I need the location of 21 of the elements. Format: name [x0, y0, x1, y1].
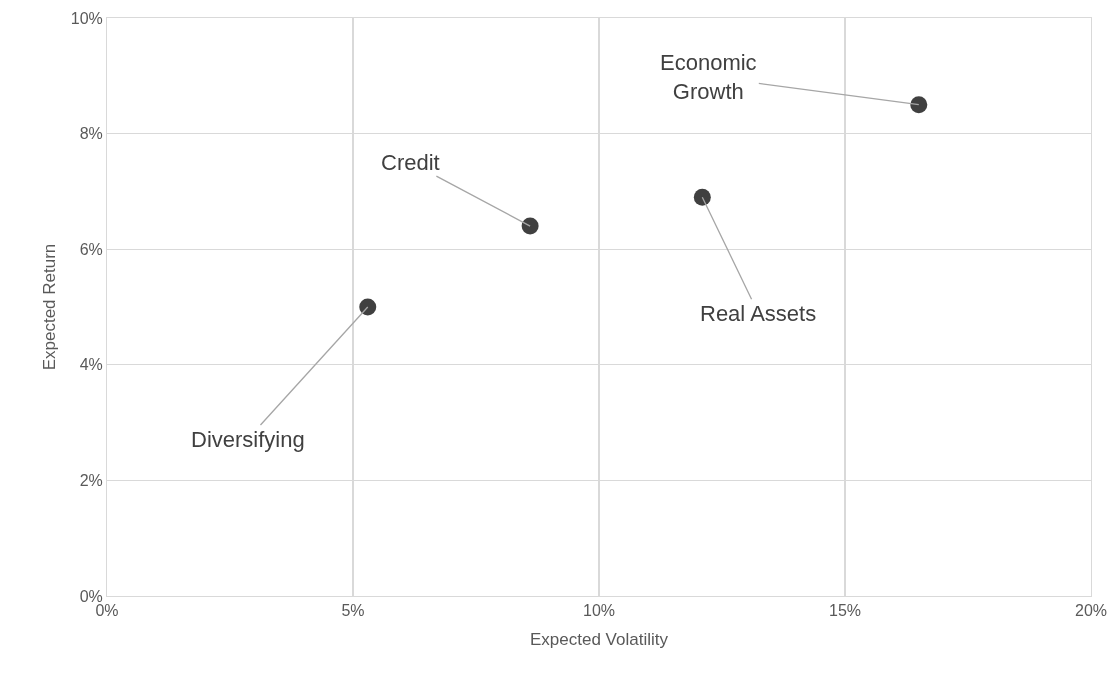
point: [910, 96, 928, 114]
annotation: Credit: [381, 150, 440, 175]
x-tick-label: 5%: [341, 602, 365, 620]
x-tick-label: 20%: [1074, 602, 1108, 620]
point: [693, 188, 711, 206]
annotation: Economic Growth: [660, 50, 757, 104]
x-tick-label: 15%: [828, 602, 862, 620]
x-tick-label: 0%: [95, 602, 119, 620]
y-tick-label: 8%: [79, 125, 103, 143]
annotation: Real Assets: [700, 301, 817, 326]
x-tick-label: 10%: [582, 602, 616, 620]
y-axis-title: Expected Return: [40, 243, 60, 371]
y-tick-label: 4%: [79, 356, 103, 374]
y-tick-label: 6%: [79, 240, 103, 258]
point: [521, 217, 539, 235]
y-tick-label: 10%: [70, 9, 103, 27]
x-axis-title: Expected Volatility: [530, 629, 669, 649]
annotation: Diversifying: [191, 427, 305, 452]
y-tick-label: 2%: [79, 472, 103, 489]
point: [359, 298, 377, 316]
y-tick-label: 0%: [79, 587, 103, 605]
